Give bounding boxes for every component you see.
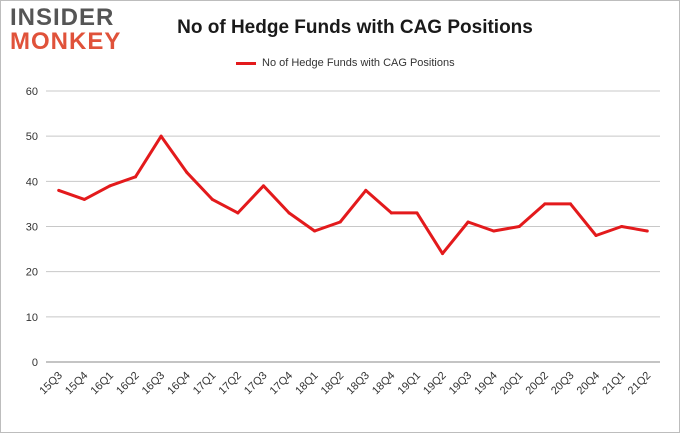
data-point — [82, 197, 86, 201]
chart-legend: No of Hedge Funds with CAG Positions — [236, 55, 455, 71]
data-point — [287, 211, 291, 215]
data-point — [594, 234, 598, 238]
data-point — [441, 252, 445, 256]
data-point — [492, 229, 496, 233]
data-point — [108, 184, 112, 188]
data-point — [57, 188, 61, 192]
data-point — [134, 175, 138, 179]
data-point — [210, 197, 214, 201]
y-tick-label: 30 — [26, 222, 38, 234]
data-point — [543, 202, 547, 206]
series-line — [57, 134, 649, 256]
data-point — [313, 229, 317, 233]
data-point — [159, 134, 163, 138]
data-point — [517, 225, 521, 228]
data-point — [568, 202, 572, 206]
chart-title: No of Hedge Funds with CAG Positions — [177, 17, 533, 38]
data-point — [389, 211, 393, 215]
data-point — [415, 211, 419, 215]
y-tick-label: 50 — [26, 131, 38, 143]
x-tick-label: 21Q1 — [600, 370, 628, 398]
legend-swatch — [236, 61, 256, 65]
x-tick-label: 18Q1 — [293, 370, 321, 398]
y-tick-label: 40 — [26, 176, 38, 188]
x-tick-label: 18Q3 — [344, 370, 372, 398]
x-tick-label: 17Q4 — [268, 370, 296, 398]
x-tick-label: 16Q2 — [114, 370, 142, 398]
x-tick-label: 17Q2 — [216, 370, 244, 398]
x-tick-label: 18Q2 — [319, 370, 347, 398]
x-tick-label: 19Q3 — [447, 370, 475, 398]
x-tick-label: 15Q4 — [63, 370, 91, 398]
x-tick-label: 20Q1 — [498, 370, 526, 398]
data-point — [645, 229, 649, 233]
data-point — [620, 225, 624, 228]
data-point — [236, 211, 240, 215]
data-point — [185, 170, 189, 174]
x-tick-label: 19Q4 — [472, 370, 500, 398]
insider-monkey-logo: INSIDER MONKEY — [10, 6, 130, 58]
data-point — [466, 220, 470, 224]
x-tick-label: 16Q1 — [89, 370, 117, 398]
x-tick-label: 20Q3 — [549, 370, 577, 398]
x-tick-label: 16Q3 — [140, 370, 168, 398]
logo-line-monkey: MONKEY — [10, 28, 122, 55]
y-tick-label: 0 — [32, 357, 38, 369]
x-tick-label: 17Q1 — [191, 370, 219, 398]
logo-line-insider: INSIDER — [10, 4, 115, 31]
x-tick-label: 18Q4 — [370, 370, 398, 398]
x-tick-label: 19Q2 — [421, 370, 449, 398]
x-tick-label: 16Q4 — [165, 370, 193, 398]
data-point — [364, 188, 368, 192]
x-tick-label: 15Q3 — [37, 370, 65, 398]
x-tick-label: 20Q4 — [575, 370, 603, 398]
data-point — [261, 184, 265, 188]
data-point — [338, 220, 342, 224]
x-tick-label: 17Q3 — [242, 370, 270, 398]
x-tick-label: 19Q1 — [396, 370, 424, 398]
x-tick-label: 21Q2 — [626, 370, 654, 398]
y-tick-label: 10 — [26, 312, 38, 324]
y-tick-label: 60 — [26, 86, 38, 98]
y-tick-label: 20 — [26, 267, 38, 279]
x-tick-label: 20Q2 — [523, 370, 551, 398]
legend-label: No of Hedge Funds with CAG Positions — [262, 57, 455, 69]
